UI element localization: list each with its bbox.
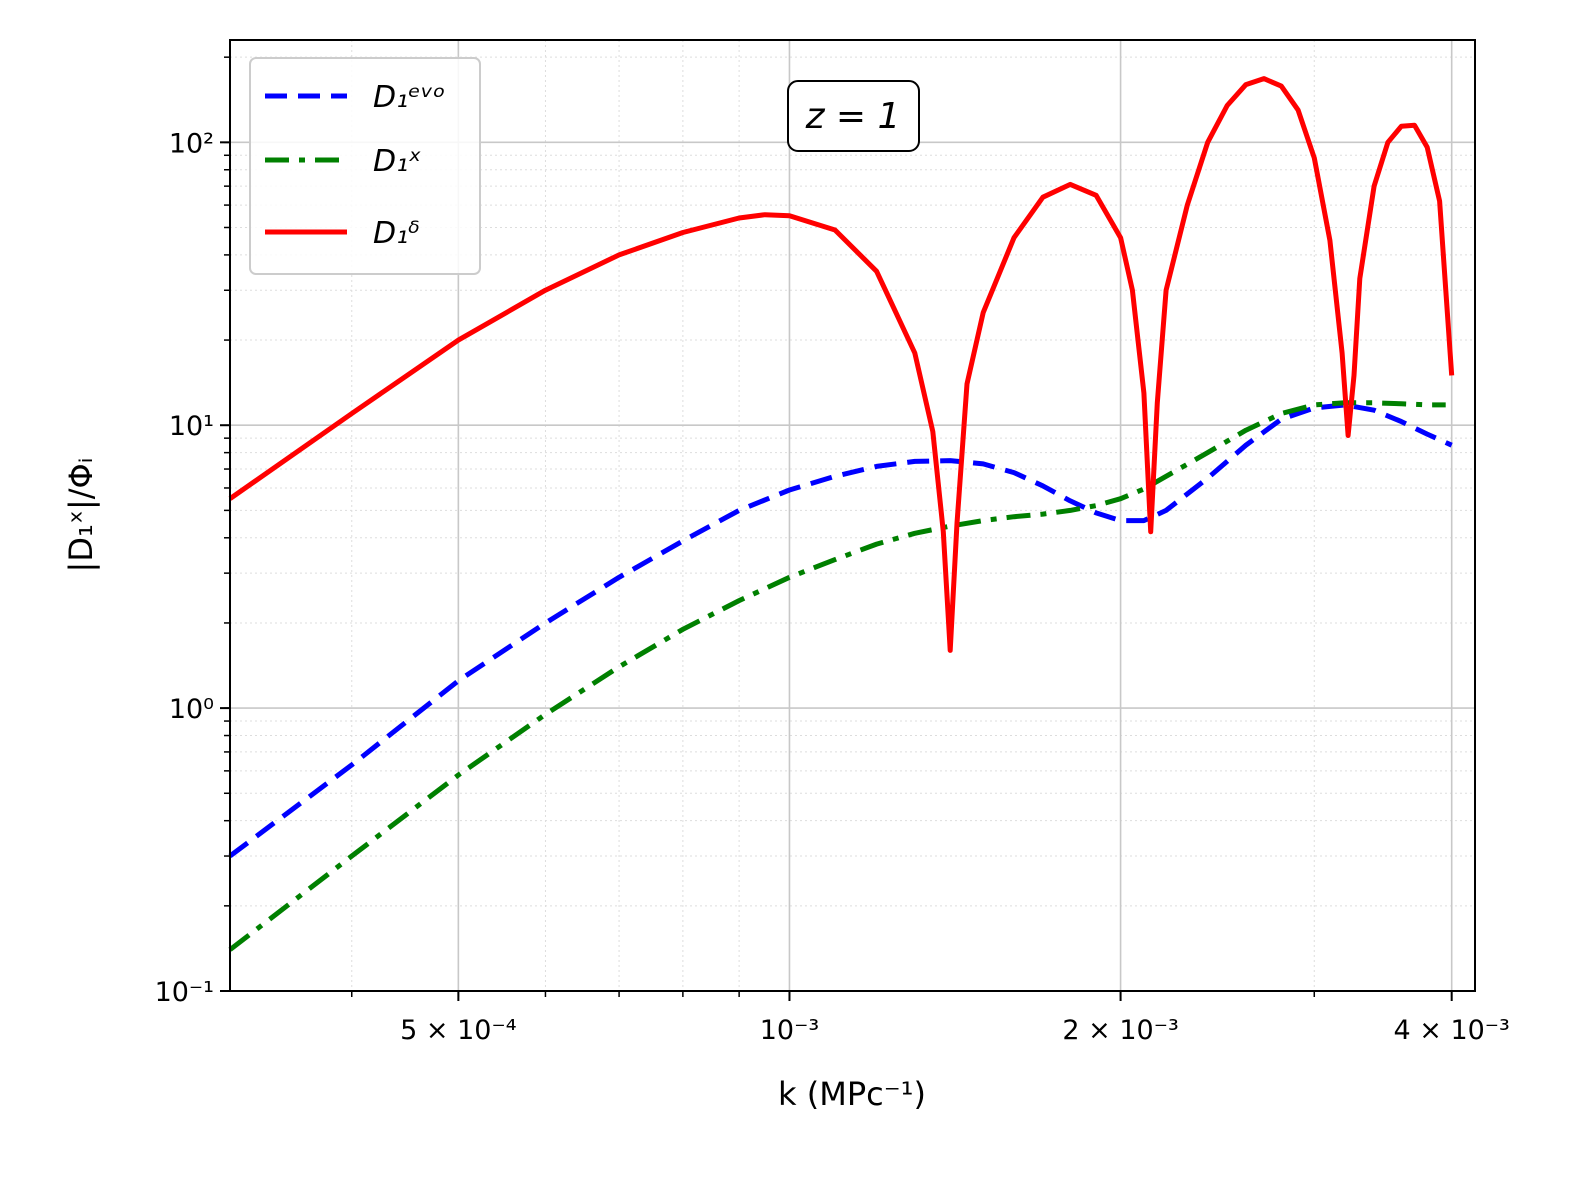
- x-tick-label: 4 × 10⁻³: [1393, 1015, 1509, 1046]
- legend-label-delta: D₁ᵟ: [373, 216, 420, 251]
- y-tick-label: 10⁻¹: [155, 977, 214, 1008]
- series-line-delta: [228, 76, 1455, 653]
- series-line-x: [228, 400, 1446, 952]
- x-tick-label: 10⁻³: [760, 1015, 819, 1046]
- legend: D₁ᵉᵛᵒ D₁ˣ D₁ᵟ: [249, 57, 481, 275]
- y-tick-label: 10²: [169, 128, 214, 159]
- axis-ticks: [220, 56, 1453, 1001]
- legend-frame: [249, 57, 481, 275]
- annotation-frame: [787, 80, 920, 152]
- series-line-evo: [228, 402, 1453, 859]
- x-tick-label: 5 × 10⁻⁴: [400, 1015, 516, 1046]
- tick-labels: 5 × 10⁻⁴ 10⁻³ 2 × 10⁻³ 4 × 10⁻³ 10⁻¹ 10⁰ 10¹ 10…: [155, 128, 1510, 1046]
- y-tick-label: 10⁰: [169, 694, 214, 725]
- y-axis-title: |D₁ˣ|/Φᵢ: [62, 458, 100, 573]
- plot-frame: [229, 39, 1476, 992]
- legend-label-evo: D₁ᵉᵛᵒ: [373, 80, 446, 115]
- legend-label-x: D₁ˣ: [373, 144, 421, 179]
- series-layer: [228, 76, 1455, 952]
- annotation-label: z = 1: [805, 96, 901, 137]
- x-tick-label: 2 × 10⁻³: [1062, 1015, 1178, 1046]
- x-axis-title: k (MPc⁻¹): [778, 1075, 926, 1113]
- y-tick-label: 10¹: [169, 411, 214, 442]
- annotation-box: z = 1: [787, 80, 920, 152]
